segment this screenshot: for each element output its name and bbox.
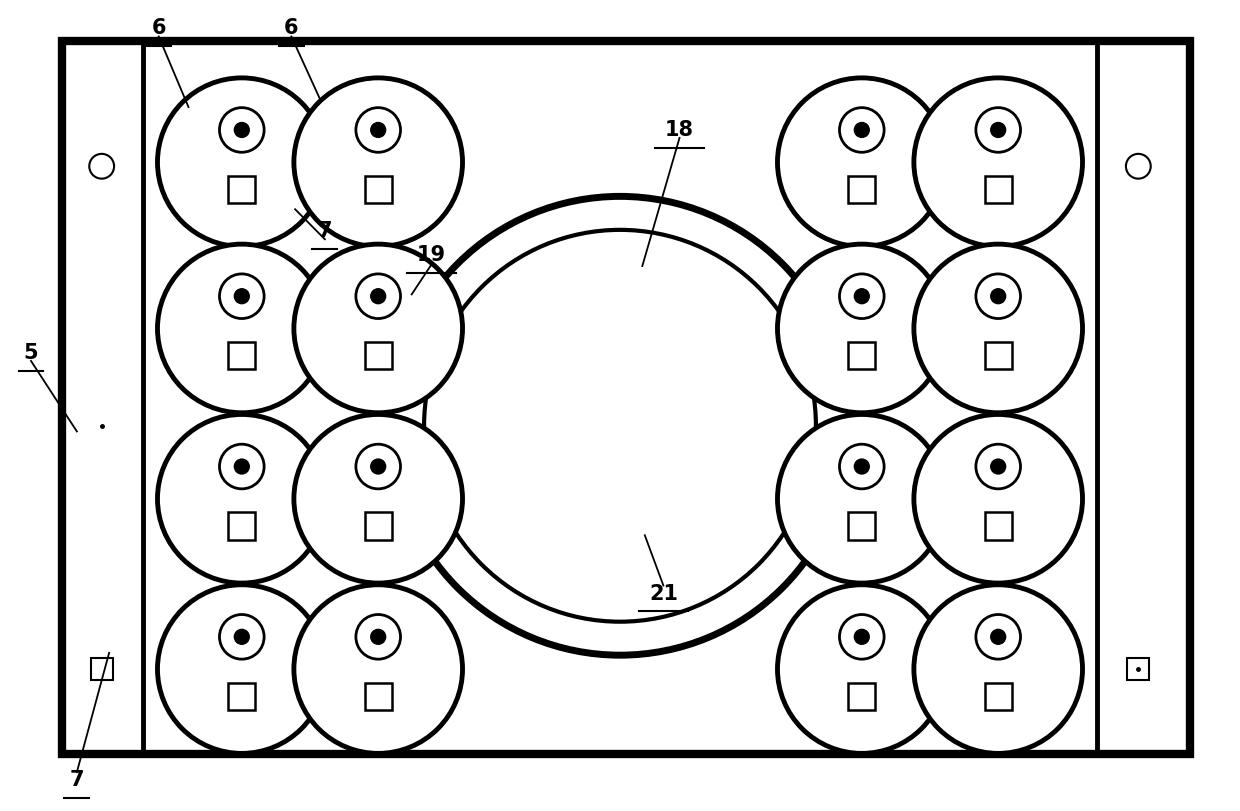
Ellipse shape	[854, 122, 869, 137]
FancyBboxPatch shape	[62, 41, 1190, 754]
FancyBboxPatch shape	[228, 513, 255, 539]
Ellipse shape	[424, 230, 816, 622]
Ellipse shape	[991, 459, 1006, 474]
Ellipse shape	[294, 414, 463, 583]
FancyBboxPatch shape	[1127, 658, 1149, 680]
FancyBboxPatch shape	[848, 342, 875, 369]
Ellipse shape	[219, 274, 264, 319]
FancyBboxPatch shape	[365, 513, 392, 539]
Text: 6: 6	[151, 19, 166, 38]
Text: 5: 5	[24, 343, 38, 363]
FancyBboxPatch shape	[848, 176, 875, 203]
Ellipse shape	[294, 78, 463, 247]
Ellipse shape	[89, 154, 114, 178]
Ellipse shape	[976, 108, 1021, 152]
Ellipse shape	[234, 459, 249, 474]
Ellipse shape	[219, 108, 264, 152]
FancyBboxPatch shape	[228, 683, 255, 710]
FancyBboxPatch shape	[985, 513, 1012, 539]
Text: 19: 19	[417, 246, 446, 265]
Ellipse shape	[839, 615, 884, 659]
Ellipse shape	[854, 459, 869, 474]
Text: 18: 18	[665, 120, 694, 139]
Ellipse shape	[777, 414, 946, 583]
Ellipse shape	[157, 585, 326, 753]
Ellipse shape	[391, 196, 849, 655]
FancyBboxPatch shape	[985, 683, 1012, 710]
Ellipse shape	[234, 629, 249, 644]
FancyBboxPatch shape	[985, 176, 1012, 203]
Ellipse shape	[914, 244, 1083, 413]
Ellipse shape	[976, 444, 1021, 489]
Ellipse shape	[371, 122, 386, 137]
Ellipse shape	[839, 444, 884, 489]
Text: 7: 7	[69, 770, 84, 790]
Ellipse shape	[976, 274, 1021, 319]
Ellipse shape	[356, 615, 401, 659]
Ellipse shape	[914, 585, 1083, 753]
Ellipse shape	[234, 122, 249, 137]
FancyBboxPatch shape	[91, 658, 113, 680]
Text: 7: 7	[317, 221, 332, 241]
Ellipse shape	[219, 615, 264, 659]
Text: 21: 21	[649, 584, 678, 603]
Ellipse shape	[356, 444, 401, 489]
FancyBboxPatch shape	[228, 342, 255, 369]
Ellipse shape	[294, 585, 463, 753]
Ellipse shape	[777, 585, 946, 753]
Ellipse shape	[371, 289, 386, 303]
FancyBboxPatch shape	[228, 176, 255, 203]
Ellipse shape	[777, 78, 946, 247]
Ellipse shape	[854, 629, 869, 644]
Ellipse shape	[991, 629, 1006, 644]
Ellipse shape	[839, 108, 884, 152]
Ellipse shape	[356, 274, 401, 319]
Ellipse shape	[854, 289, 869, 303]
Ellipse shape	[1126, 154, 1151, 178]
FancyBboxPatch shape	[848, 683, 875, 710]
FancyBboxPatch shape	[365, 683, 392, 710]
Ellipse shape	[371, 459, 386, 474]
Ellipse shape	[157, 414, 326, 583]
Text: 6: 6	[284, 19, 299, 38]
Ellipse shape	[991, 289, 1006, 303]
FancyBboxPatch shape	[365, 342, 392, 369]
Ellipse shape	[234, 289, 249, 303]
Ellipse shape	[219, 444, 264, 489]
Ellipse shape	[777, 244, 946, 413]
FancyBboxPatch shape	[985, 342, 1012, 369]
Ellipse shape	[371, 629, 386, 644]
FancyBboxPatch shape	[848, 513, 875, 539]
Ellipse shape	[914, 78, 1083, 247]
Ellipse shape	[991, 122, 1006, 137]
Ellipse shape	[914, 414, 1083, 583]
Ellipse shape	[294, 244, 463, 413]
Ellipse shape	[356, 108, 401, 152]
Ellipse shape	[839, 274, 884, 319]
Ellipse shape	[157, 244, 326, 413]
FancyBboxPatch shape	[365, 176, 392, 203]
Ellipse shape	[976, 615, 1021, 659]
Ellipse shape	[157, 78, 326, 247]
